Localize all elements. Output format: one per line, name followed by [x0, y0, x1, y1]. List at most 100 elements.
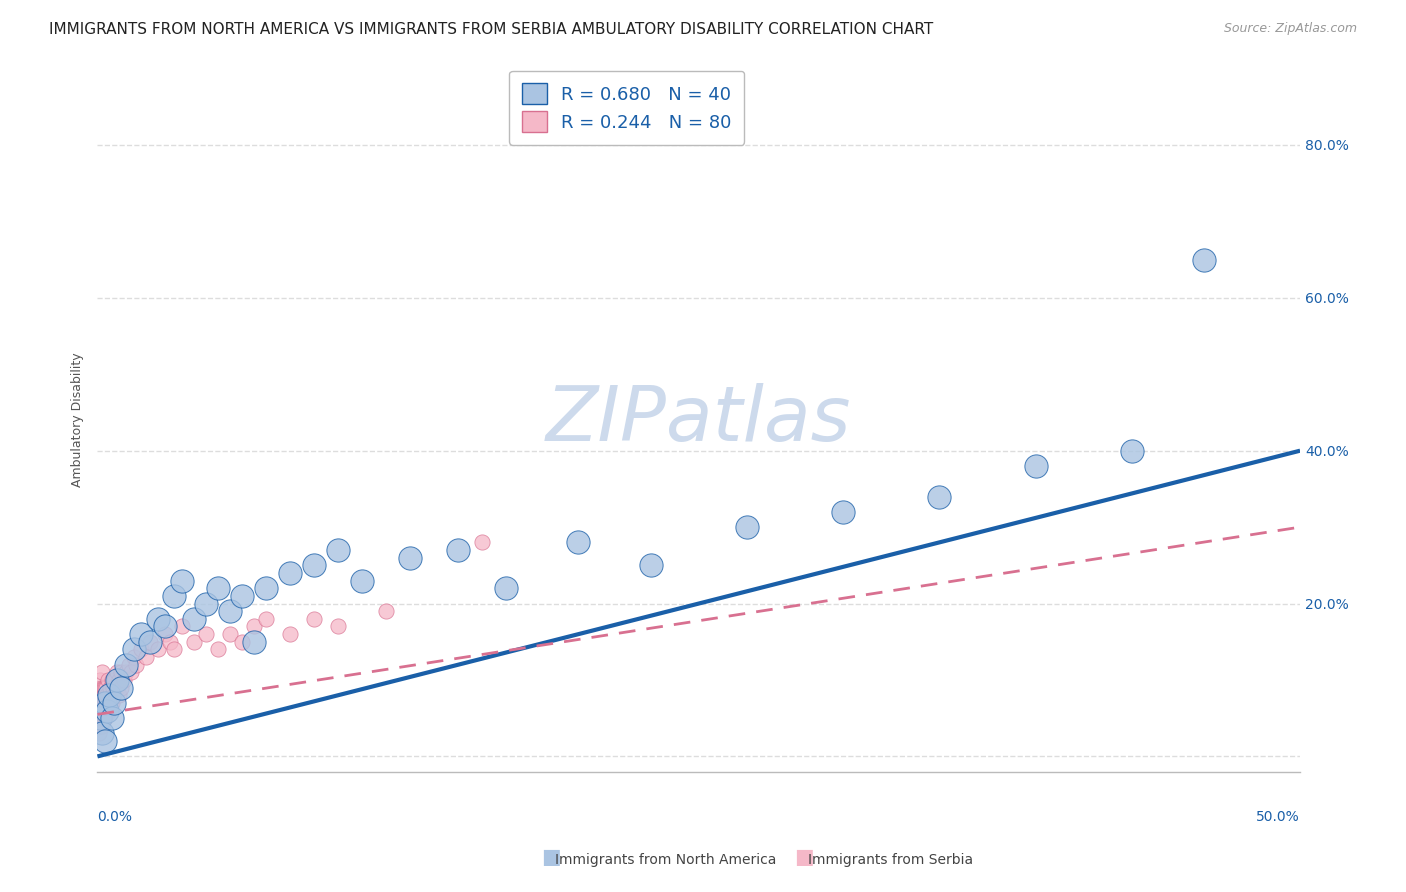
- Point: [278, 566, 301, 580]
- Point: [146, 642, 169, 657]
- Point: [170, 619, 193, 633]
- Point: [91, 696, 114, 710]
- Point: [89, 673, 111, 687]
- Point: [183, 634, 205, 648]
- Point: [350, 574, 373, 588]
- Point: [93, 696, 115, 710]
- Point: [98, 681, 121, 695]
- Point: [122, 642, 145, 657]
- Text: ZIPatlas: ZIPatlas: [546, 383, 852, 457]
- Point: [90, 681, 112, 695]
- Point: [159, 634, 181, 648]
- Point: [567, 535, 589, 549]
- Point: [91, 681, 114, 695]
- Point: [110, 681, 132, 695]
- Point: [163, 589, 186, 603]
- Point: [928, 490, 950, 504]
- Point: [163, 642, 186, 657]
- Point: [115, 657, 138, 672]
- Point: [98, 688, 121, 702]
- Point: [218, 604, 240, 618]
- Point: [93, 696, 115, 710]
- Point: [100, 696, 122, 710]
- Text: ■: ■: [794, 847, 814, 867]
- Point: [87, 704, 110, 718]
- Point: [96, 681, 118, 695]
- Point: [254, 581, 277, 595]
- Point: [89, 696, 111, 710]
- Text: 0.0%: 0.0%: [97, 810, 132, 824]
- Point: [1121, 443, 1143, 458]
- Point: [96, 704, 118, 718]
- Point: [90, 696, 112, 710]
- Point: [90, 711, 112, 725]
- Point: [153, 627, 176, 641]
- Point: [375, 604, 398, 618]
- Point: [242, 619, 264, 633]
- Point: [93, 681, 115, 695]
- Point: [94, 688, 117, 702]
- Point: [94, 696, 117, 710]
- Point: [91, 688, 114, 702]
- Point: [447, 543, 470, 558]
- Text: Immigrants from Serbia: Immigrants from Serbia: [808, 853, 973, 867]
- Point: [103, 688, 125, 702]
- Point: [93, 696, 115, 710]
- Point: [108, 688, 131, 702]
- Point: [146, 612, 169, 626]
- Point: [302, 612, 325, 626]
- Point: [105, 681, 128, 695]
- Point: [89, 704, 111, 718]
- Text: Immigrants from North America: Immigrants from North America: [555, 853, 776, 867]
- Point: [98, 704, 121, 718]
- Point: [89, 711, 111, 725]
- Point: [97, 696, 120, 710]
- Point: [93, 688, 115, 702]
- Point: [326, 543, 349, 558]
- Point: [87, 719, 110, 733]
- Point: [183, 612, 205, 626]
- Point: [495, 581, 517, 595]
- Point: [207, 642, 229, 657]
- Legend: R = 0.680   N = 40, R = 0.244   N = 80: R = 0.680 N = 40, R = 0.244 N = 80: [509, 70, 744, 145]
- Point: [93, 681, 115, 695]
- Point: [91, 719, 114, 733]
- Point: [105, 665, 128, 680]
- Point: [153, 619, 176, 633]
- Point: [93, 704, 115, 718]
- Text: Source: ZipAtlas.com: Source: ZipAtlas.com: [1223, 22, 1357, 36]
- Point: [89, 711, 111, 725]
- Y-axis label: Ambulatory Disability: Ambulatory Disability: [72, 353, 84, 487]
- Point: [231, 589, 253, 603]
- Point: [218, 627, 240, 641]
- Point: [103, 673, 125, 687]
- Point: [1192, 252, 1215, 267]
- Point: [101, 673, 124, 687]
- Point: [91, 726, 114, 740]
- Point: [115, 665, 138, 680]
- Point: [302, 558, 325, 573]
- Point: [101, 681, 124, 695]
- Point: [135, 650, 157, 665]
- Point: [91, 711, 114, 725]
- Point: [90, 704, 112, 718]
- Point: [87, 726, 110, 740]
- Point: [103, 696, 125, 710]
- Point: [278, 627, 301, 641]
- Point: [89, 711, 111, 725]
- Point: [129, 642, 152, 657]
- Point: [110, 681, 132, 695]
- Point: [90, 688, 112, 702]
- Point: [89, 719, 111, 733]
- Text: 50.0%: 50.0%: [1257, 810, 1301, 824]
- Point: [399, 550, 422, 565]
- Point: [139, 634, 162, 648]
- Point: [101, 688, 124, 702]
- Point: [90, 665, 112, 680]
- Point: [96, 704, 118, 718]
- Point: [91, 704, 114, 718]
- Point: [105, 673, 128, 687]
- Point: [89, 688, 111, 702]
- Point: [1024, 458, 1046, 473]
- Point: [101, 711, 124, 725]
